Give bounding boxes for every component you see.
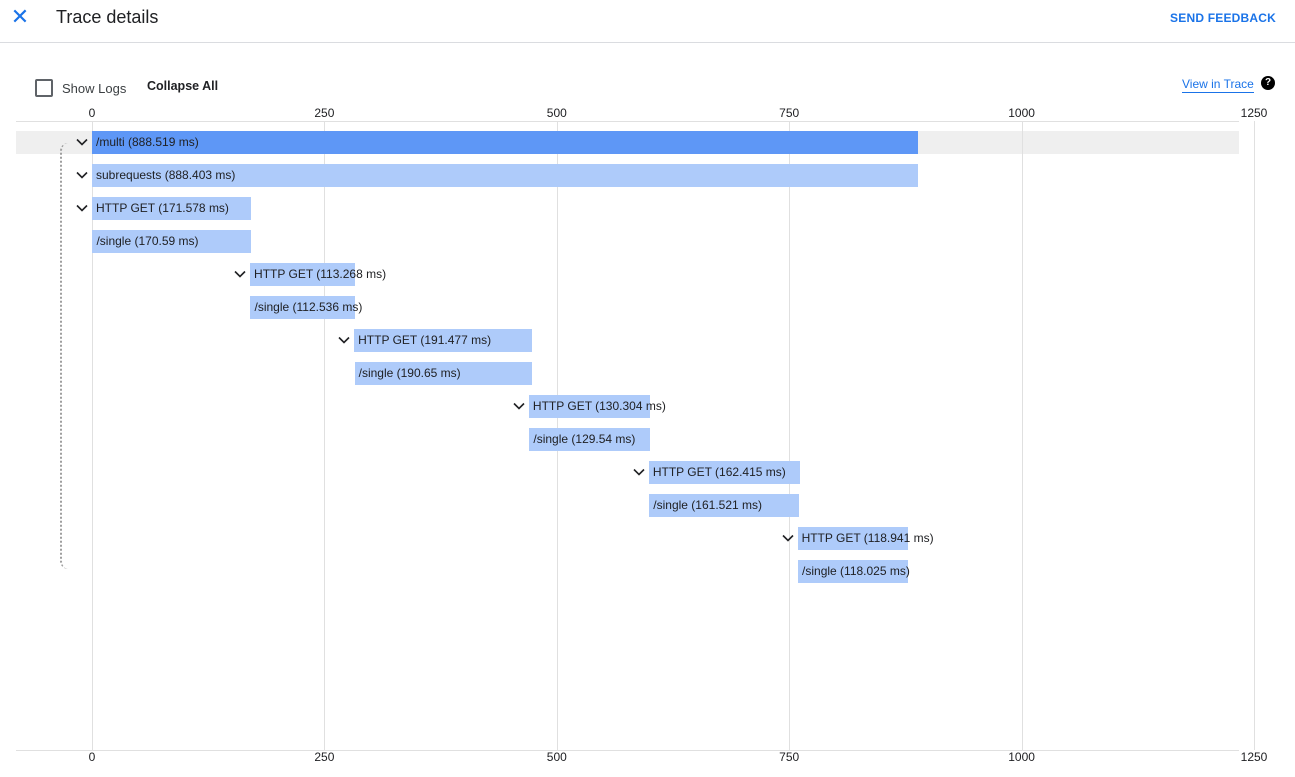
bottom-axis-tick-label: 0 — [88, 750, 96, 764]
span-bar[interactable]: HTTP GET (191.477 ms) — [354, 329, 533, 352]
gridline — [1022, 121, 1023, 750]
help-icon[interactable]: ? — [1261, 76, 1275, 90]
bottom-axis-tick-label: 1000 — [1008, 750, 1035, 764]
span-bar[interactable]: HTTP GET (130.304 ms) — [528, 395, 666, 418]
chevron-down-icon[interactable] — [632, 465, 646, 479]
top-axis-tick-label: 1250 — [1240, 106, 1268, 120]
gridline — [789, 121, 790, 750]
top-axis-tick-label: 1000 — [1008, 106, 1035, 120]
span-bar[interactable]: /single (118.025 ms) — [798, 560, 910, 583]
bottom-axis-tick-label: 500 — [546, 750, 567, 764]
collapse-all-button[interactable]: Collapse All — [147, 79, 219, 93]
tree-connector — [60, 143, 68, 569]
close-icon[interactable]: ✕ — [10, 4, 30, 29]
gridline — [324, 121, 325, 750]
span-bar[interactable]: subrequests (888.403 ms) — [92, 164, 918, 187]
span-bar[interactable]: HTTP GET (162.415 ms) — [648, 461, 800, 484]
chevron-down-icon[interactable] — [75, 135, 89, 149]
top-axis-tick-label: 500 — [546, 106, 567, 120]
top-axis-tick-label: 750 — [779, 106, 800, 120]
chevron-down-icon[interactable] — [75, 201, 89, 215]
chevron-down-icon[interactable] — [781, 531, 795, 545]
header: ✕ Trace details SEND FEEDBACK — [0, 0, 1295, 43]
chevron-down-icon[interactable] — [233, 267, 247, 281]
gridline — [1254, 121, 1255, 750]
chevron-down-icon[interactable] — [75, 168, 89, 182]
bottom-axis-tick-label: 1250 — [1240, 750, 1268, 764]
checkbox-icon[interactable] — [35, 79, 53, 97]
top-axis-tick-label: 250 — [314, 106, 335, 120]
bottom-axis-tick-label: 250 — [314, 750, 335, 764]
span-bar[interactable]: /single (112.536 ms) — [250, 296, 362, 319]
chevron-down-icon[interactable] — [512, 399, 526, 413]
send-feedback-button[interactable]: SEND FEEDBACK — [1170, 11, 1276, 25]
view-in-trace-link[interactable]: View in Trace — [1182, 77, 1254, 93]
top-axis-line — [16, 121, 1239, 122]
span-bar[interactable]: HTTP GET (118.941 ms) — [797, 527, 934, 550]
top-axis-tick-label: 0 — [88, 106, 96, 120]
span-bar[interactable]: /single (170.59 ms) — [92, 230, 252, 253]
span-bar[interactable]: /single (161.521 ms) — [649, 494, 800, 517]
bottom-axis-tick-label: 750 — [779, 750, 800, 764]
page-title: Trace details — [56, 7, 159, 27]
span-bar[interactable]: /multi (888.519 ms) — [92, 131, 918, 154]
gridline — [92, 121, 93, 750]
span-bar[interactable]: /single (190.65 ms) — [354, 362, 532, 385]
span-bar[interactable]: HTTP GET (171.578 ms) — [92, 197, 252, 220]
show-logs-checkbox[interactable]: Show Logs — [35, 79, 126, 97]
bottom-axis-line — [16, 750, 1239, 751]
chevron-down-icon[interactable] — [337, 333, 351, 347]
span-bar[interactable]: /single (129.54 ms) — [529, 428, 650, 451]
span-bar[interactable]: HTTP GET (113.268 ms) — [250, 263, 386, 286]
show-logs-label: Show Logs — [62, 80, 127, 96]
